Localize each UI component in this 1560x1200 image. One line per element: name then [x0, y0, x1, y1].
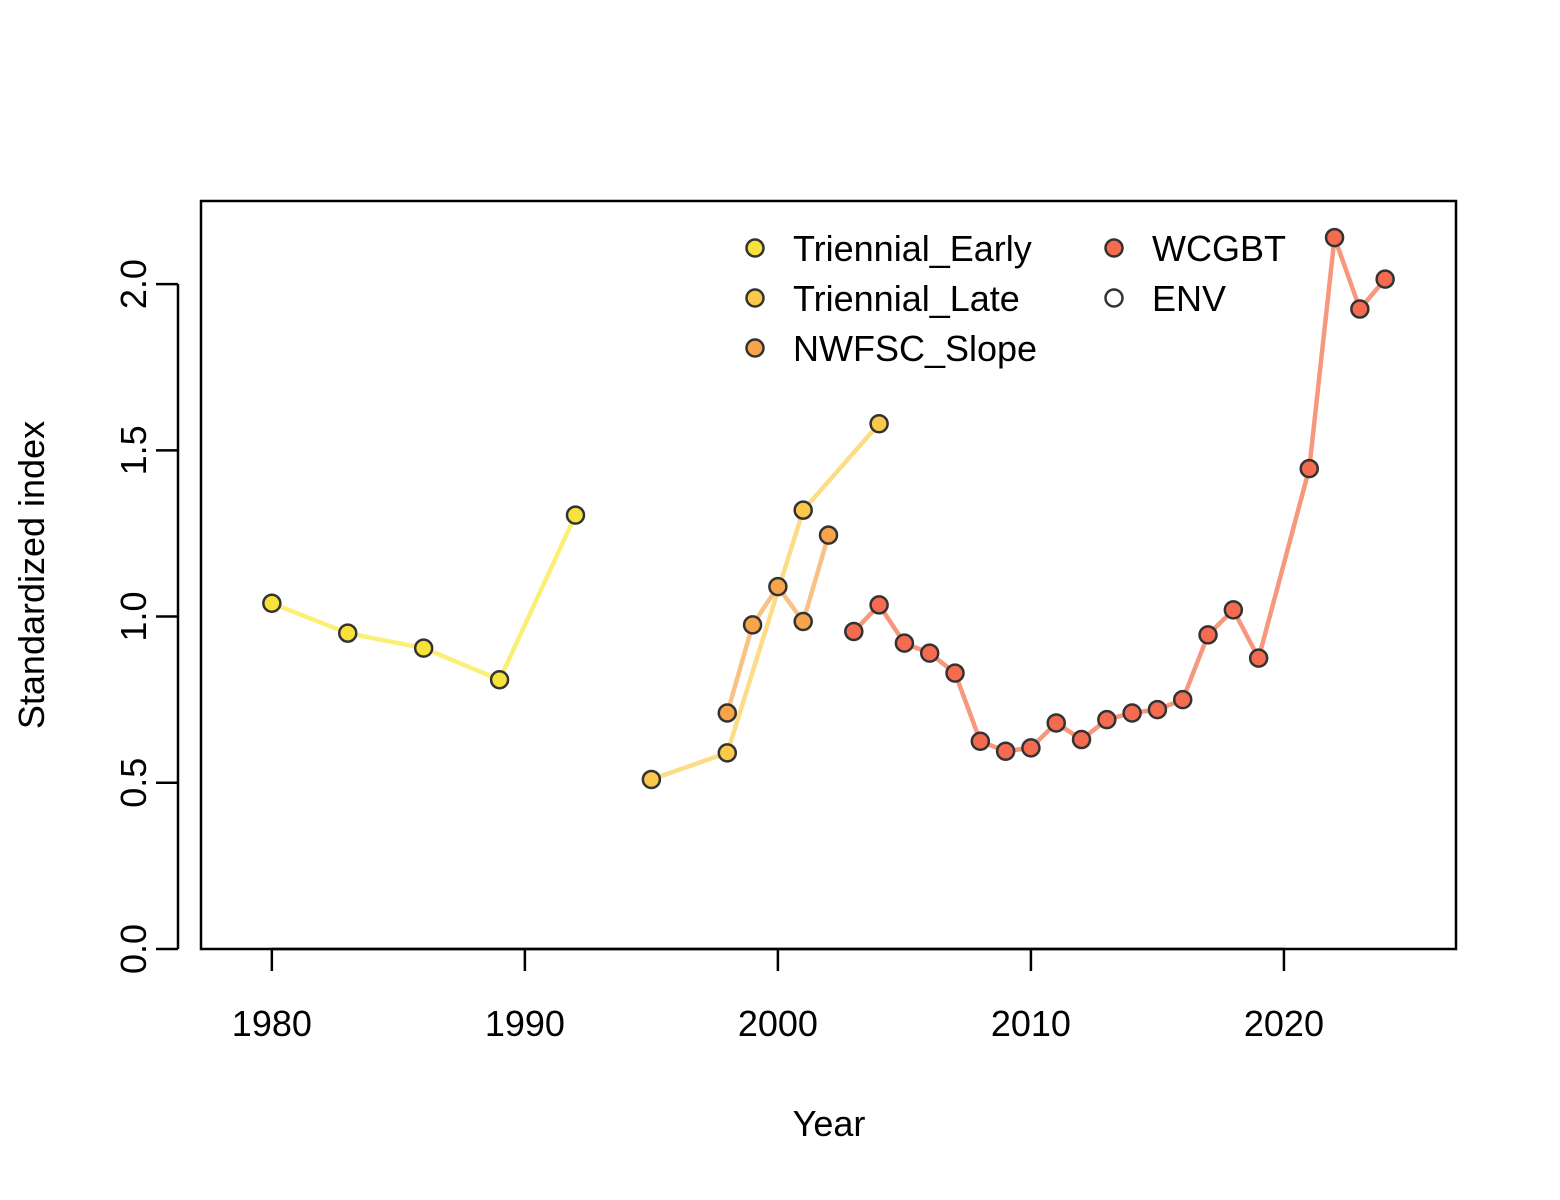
x-axis-title: Year [793, 1103, 866, 1144]
legend-label: ENV [1152, 278, 1226, 319]
y-tick-label: 1.5 [113, 425, 154, 475]
x-axis: 1980 1990 2000 2010 2020 [232, 947, 1324, 1044]
data-point-wcgbt [869, 595, 889, 615]
y-tick-label: 1.0 [113, 592, 154, 642]
data-point-wcgbt [1350, 299, 1370, 319]
x-tick-label: 2010 [991, 1003, 1071, 1044]
legend-marker [745, 288, 765, 308]
data-point-wcgbt [970, 731, 991, 751]
legend-item-nwfsc-slope: NWFSC_Slope [745, 328, 1037, 369]
data-point-wcgbt [1223, 600, 1244, 620]
data-point-wcgbt [1147, 699, 1168, 720]
legend-item-triennial-early: Triennial_Early [745, 228, 1032, 269]
data-point-wcgbt [1071, 729, 1092, 750]
data-point-triennial-late [793, 500, 813, 520]
data-point-wcgbt [844, 621, 864, 642]
data-point-triennial-early [338, 623, 358, 643]
x-tick-label: 2020 [1244, 1003, 1324, 1044]
data-point-triennial-late [717, 743, 738, 763]
data-point-triennial-early [565, 505, 586, 525]
data-point-triennial-early [262, 593, 282, 614]
data-point-nwfsc-slope [793, 611, 813, 632]
x-tick-label: 1980 [232, 1003, 312, 1044]
data-point-triennial-early [413, 638, 434, 658]
legend: Triennial_Early Triennial_Late NWFSC_Slope… [745, 228, 1286, 369]
data-point-wcgbt [1198, 625, 1218, 645]
legend-label: Triennial_Early [793, 228, 1032, 269]
y-tick-label: 0.0 [113, 924, 154, 974]
data-point-triennial-late [641, 769, 662, 790]
data-point-nwfsc-slope [768, 576, 788, 597]
data-point-wcgbt [1122, 703, 1142, 723]
legend-item-triennial-late: Triennial_Late [745, 278, 1020, 319]
data-point-nwfsc-slope [742, 615, 763, 635]
legend-marker [1104, 238, 1124, 258]
series-points [262, 227, 1395, 790]
data-point-nwfsc-slope [717, 703, 738, 723]
data-point-wcgbt [1248, 648, 1269, 668]
data-point-wcgbt [1046, 713, 1066, 733]
data-point-wcgbt [1299, 458, 1319, 479]
x-tick-label: 1990 [485, 1003, 565, 1044]
y-axis-title: Standardized index [11, 421, 52, 729]
legend-marker [1104, 288, 1124, 308]
data-point-wcgbt [894, 633, 915, 653]
data-point-triennial-late [869, 413, 889, 434]
data-point-wcgbt [1324, 227, 1345, 248]
y-tick-label: 0.5 [113, 758, 154, 808]
data-point-wcgbt [1097, 709, 1117, 730]
data-point-wcgbt [1375, 269, 1395, 289]
data-point-wcgbt [1172, 689, 1193, 710]
legend-label: WCGBT [1152, 228, 1286, 269]
data-point-wcgbt [945, 663, 965, 683]
legend-label: NWFSC_Slope [793, 328, 1037, 369]
data-point-wcgbt [1021, 738, 1041, 758]
data-point-triennial-early [489, 669, 510, 690]
legend-item-wcgbt: WCGBT [1104, 228, 1286, 269]
legend-label: Triennial_Late [793, 278, 1020, 319]
data-point-nwfsc-slope [818, 525, 839, 545]
data-point-wcgbt [995, 741, 1016, 761]
legend-item-env: ENV [1104, 278, 1226, 319]
x-tick-label: 2000 [738, 1003, 818, 1044]
series-line-triennial-late [650, 422, 881, 782]
legend-marker [745, 338, 765, 358]
legend-marker [745, 238, 765, 258]
y-tick-label: 2.0 [113, 259, 154, 309]
y-axis: 0.0 0.5 1.0 1.5 2.0 [113, 259, 180, 974]
data-point-wcgbt [919, 643, 940, 663]
